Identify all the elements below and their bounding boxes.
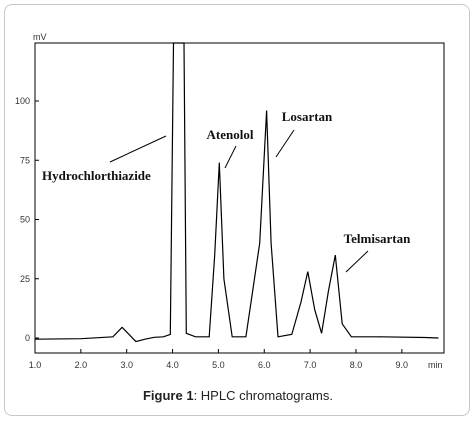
caption-text: : HPLC chromatograms. xyxy=(193,388,333,403)
x-tick-label: 8.0 xyxy=(350,360,363,370)
x-tick-label: 3.0 xyxy=(120,360,133,370)
x-tick-label: 5.0 xyxy=(212,360,225,370)
x-tick-label: 9.0 xyxy=(396,360,409,370)
figure-caption: Figure 1: HPLC chromatograms. xyxy=(0,388,476,403)
y-tick-label: 0 xyxy=(25,333,30,343)
y-tick-label: 100 xyxy=(15,96,30,106)
chromatogram-trace xyxy=(34,42,439,343)
x-axis-unit: min xyxy=(428,360,443,370)
y-tick-label: 25 xyxy=(20,274,30,284)
peak-annotations: Hydrochlorthiazide Atenolol Losartan Telmis… xyxy=(42,109,411,273)
caption-label: Figure 1 xyxy=(142,388,194,403)
x-tick-label: 2.0 xyxy=(75,360,88,370)
y-tick-label: 50 xyxy=(20,215,30,225)
annotation-leader-line xyxy=(109,135,167,163)
x-tick-label: 7.0 xyxy=(304,360,317,370)
annotation-leader-line xyxy=(275,129,295,158)
peak-label: Atenolol xyxy=(207,127,254,142)
x-tick-label: 6.0 xyxy=(258,360,271,370)
x-tick-label: 1.0 xyxy=(29,360,42,370)
axis-ticks: 1.0 2.0 3.0 4.0 5.0 6.0 7.0 8.0 9.0 0 25 50 75 100 xyxy=(15,96,408,370)
annotation-leader-line xyxy=(224,145,237,169)
peak-label: Hydrochlorthiazide xyxy=(42,168,151,183)
figure-frame xyxy=(4,4,470,416)
annotation-leader-line xyxy=(345,250,369,273)
peak-label: Telmisartan xyxy=(344,231,411,246)
x-tick-label: 4.0 xyxy=(166,360,179,370)
y-axis-label: mV xyxy=(33,32,47,42)
plot-border xyxy=(34,42,445,354)
peak-label: Losartan xyxy=(282,109,333,124)
plot-area xyxy=(34,42,445,354)
y-tick-label: 75 xyxy=(20,155,30,165)
